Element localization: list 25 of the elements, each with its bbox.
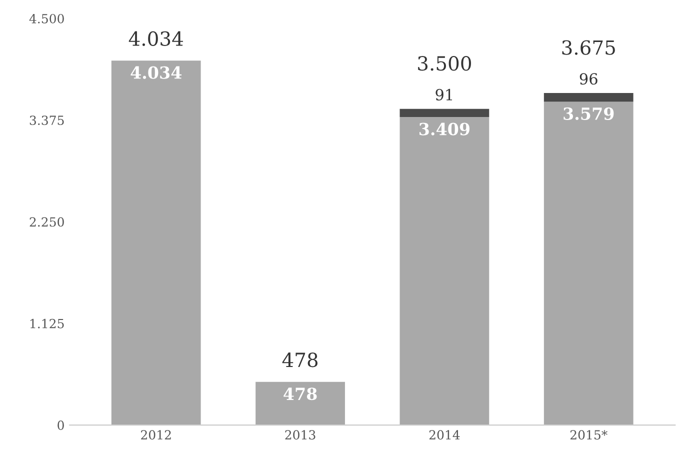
- bar: [544, 102, 634, 426]
- total-label: 3.675: [562, 40, 615, 55]
- x-tick-label: 2012: [141, 430, 171, 440]
- data-label: 3.409: [420, 122, 470, 136]
- data-label: 4.034: [130, 66, 182, 79]
- data-label: 91: [436, 88, 452, 100]
- data-label: 478: [284, 388, 317, 400]
- bar: [400, 117, 490, 426]
- data-label: 3.579: [564, 107, 614, 120]
- total-label: 478: [282, 352, 318, 368]
- y-tick-label: 3.375: [30, 116, 64, 126]
- x-tick-label: 2015*: [570, 430, 608, 440]
- x-tick-label: 2014: [429, 430, 460, 440]
- x-tick-label: 2013: [285, 430, 316, 440]
- bar: [111, 60, 201, 426]
- total-label: 4.034: [128, 31, 183, 46]
- y-tick-label: 1.125: [30, 318, 64, 328]
- bar: [400, 108, 490, 118]
- y-tick-label: 4.500: [29, 14, 64, 24]
- data-label: 96: [580, 73, 598, 85]
- total-label: 3.500: [418, 56, 471, 71]
- bar: [544, 93, 634, 102]
- y-tick-label: 0: [58, 420, 64, 430]
- bar: [256, 382, 345, 426]
- y-tick-label: 2.250: [30, 217, 64, 227]
